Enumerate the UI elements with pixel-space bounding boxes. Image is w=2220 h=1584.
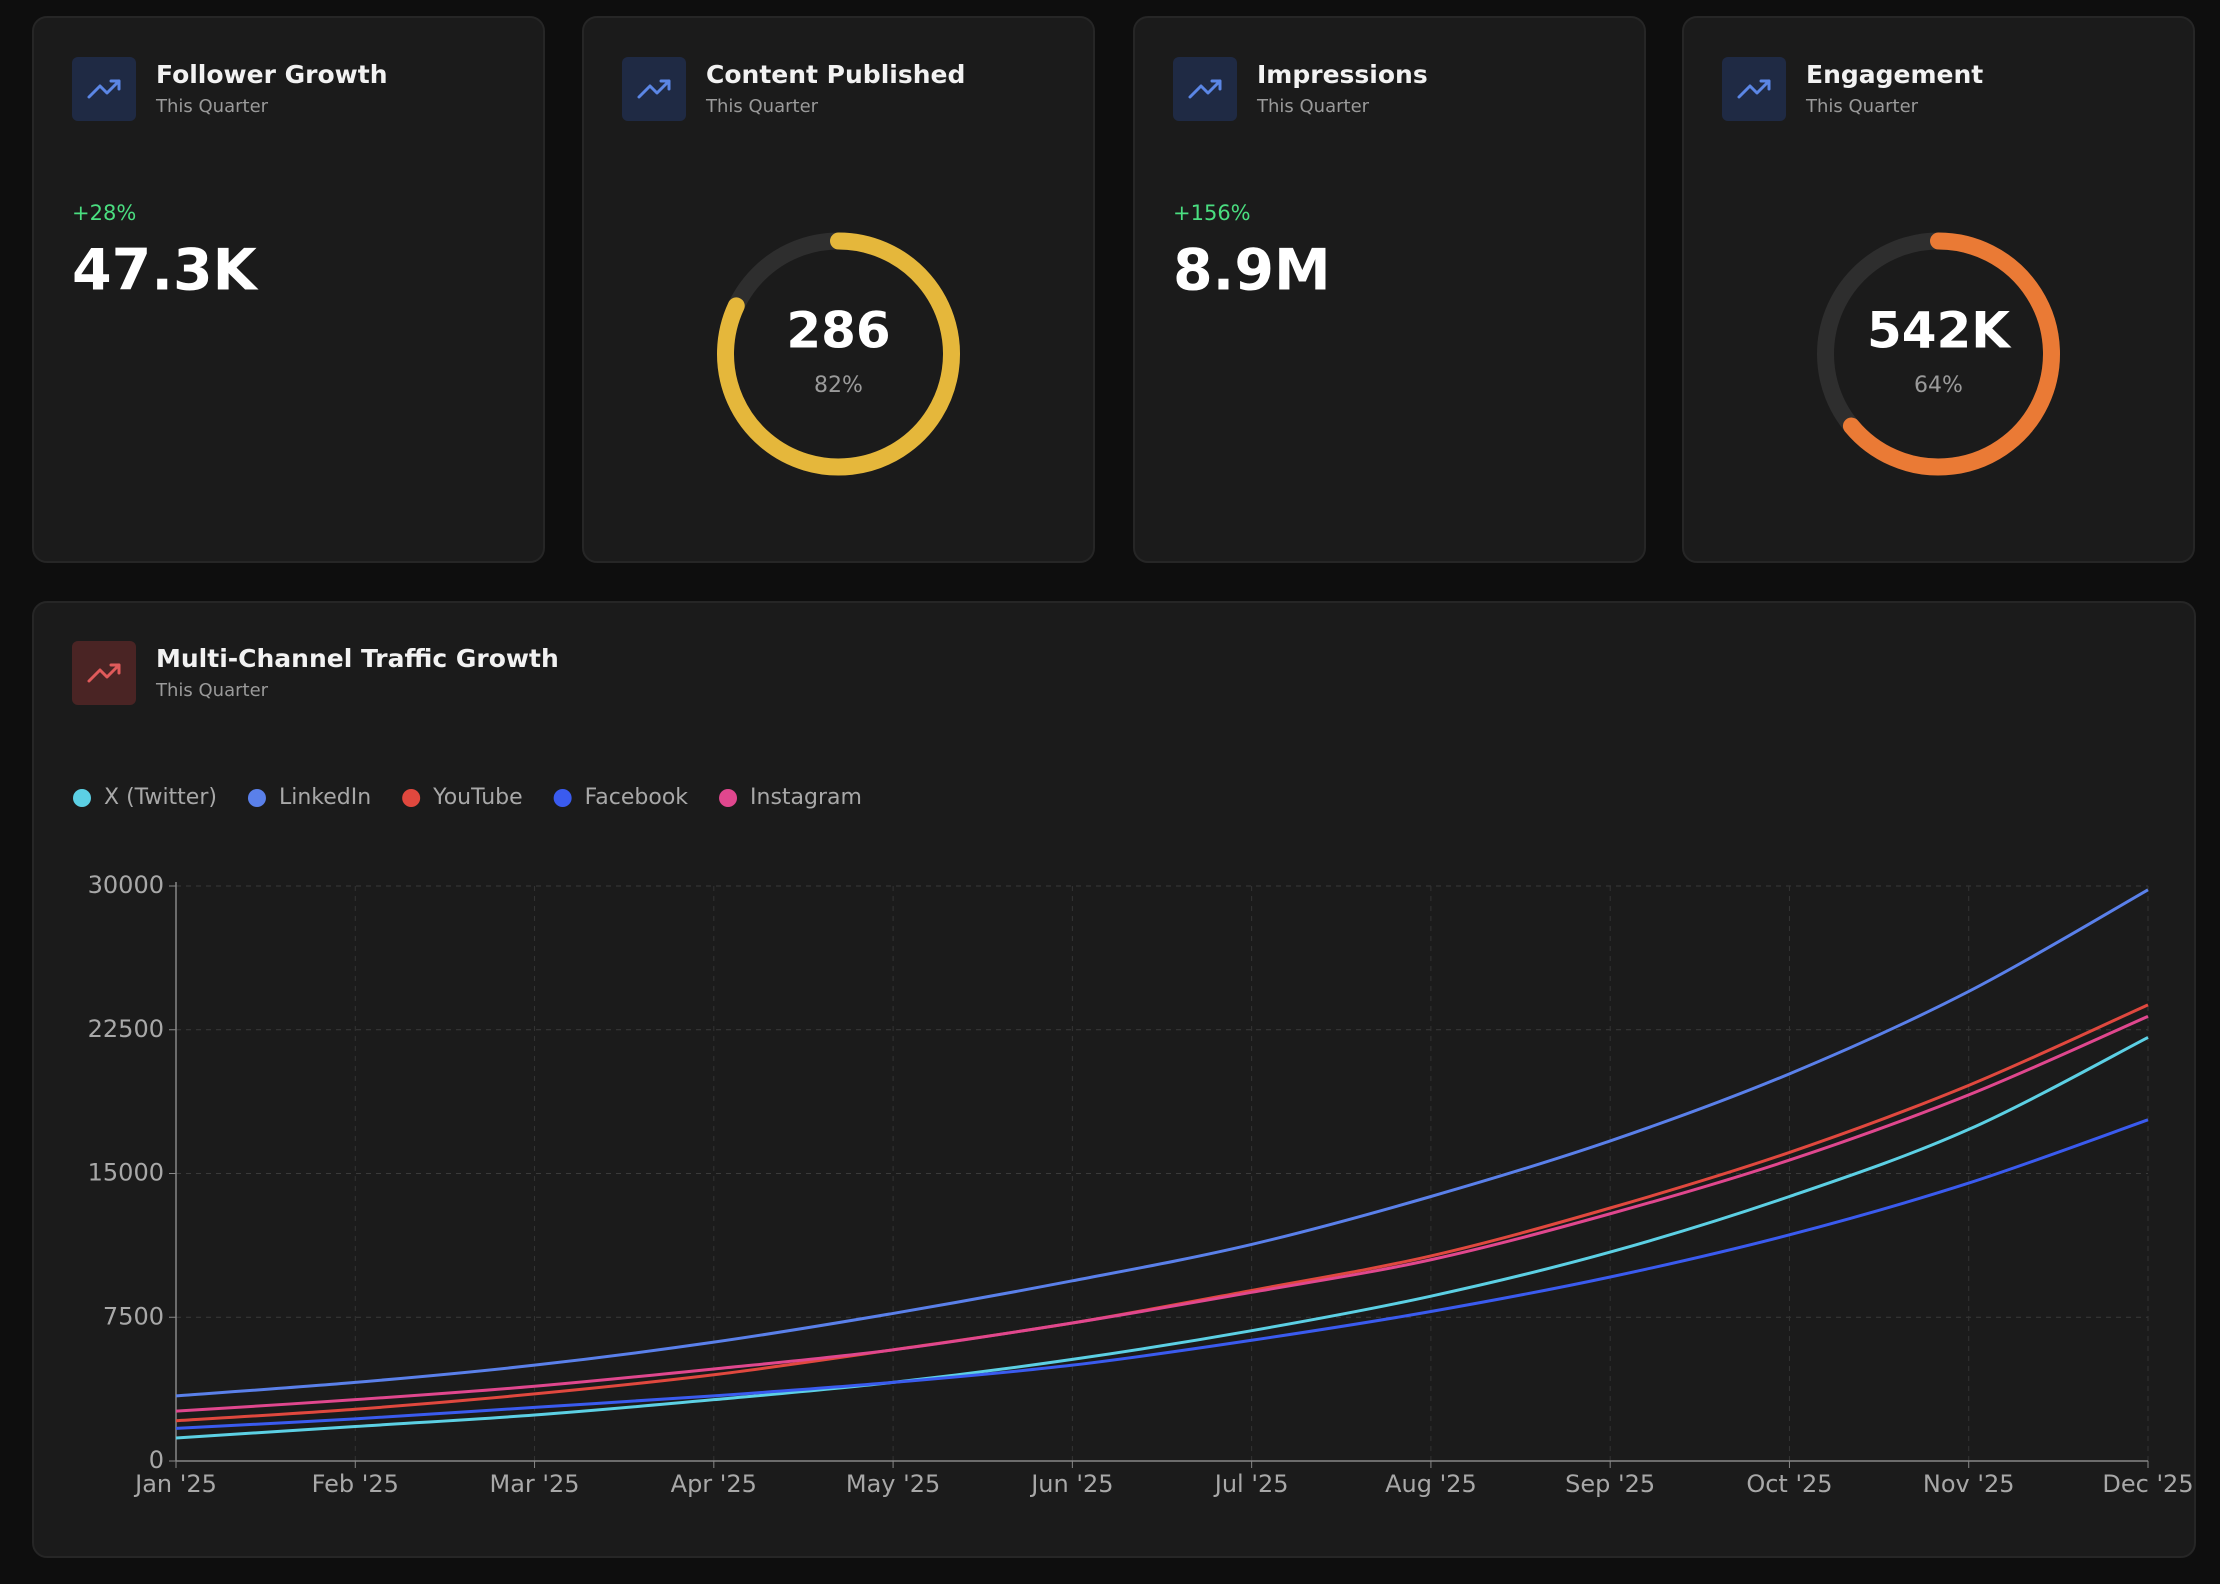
legend-dot bbox=[73, 789, 91, 807]
change: +156% bbox=[1173, 201, 1251, 225]
x-tick-label: Sep '25 bbox=[1565, 1470, 1655, 1498]
ring-percent: 64% bbox=[1914, 373, 1963, 398]
y-tick-label: 0 bbox=[149, 1446, 164, 1474]
legend-label: X (Twitter) bbox=[104, 785, 217, 810]
ring-progress bbox=[1842, 232, 2060, 476]
trend-icon bbox=[87, 663, 121, 683]
chart-card bbox=[32, 601, 2196, 1558]
legend-label: YouTube bbox=[432, 785, 522, 810]
card bbox=[32, 16, 545, 563]
trend-icon bbox=[87, 79, 121, 99]
legend-label: Instagram bbox=[750, 785, 862, 810]
card-title: Engagement bbox=[1806, 60, 1983, 89]
series-line bbox=[175, 1118, 2149, 1430]
card-subtitle: This Quarter bbox=[1256, 96, 1370, 117]
card-subtitle: This Quarter bbox=[1805, 96, 1919, 117]
series-line bbox=[175, 888, 2149, 1398]
x-tick-label: Apr '25 bbox=[671, 1470, 757, 1498]
ring-value: 286 bbox=[786, 302, 890, 360]
x-tick-label: May '25 bbox=[846, 1470, 940, 1498]
series-line bbox=[175, 1036, 2149, 1440]
chart-title: Multi-Channel Traffic Growth bbox=[156, 644, 559, 673]
legend-dot bbox=[719, 789, 738, 807]
x-tick-label: Aug '25 bbox=[1385, 1470, 1477, 1498]
card-subtitle: This Quarter bbox=[155, 96, 269, 117]
x-tick-label: Jun '25 bbox=[1029, 1470, 1113, 1498]
legend-dot bbox=[402, 789, 421, 807]
card-title: Impressions bbox=[1257, 60, 1428, 89]
card-title: Content Published bbox=[706, 60, 965, 89]
legend-dot bbox=[247, 789, 266, 807]
y-tick-label: 15000 bbox=[88, 1159, 164, 1187]
y-tick-label: 7500 bbox=[103, 1302, 164, 1330]
y-tick-label: 30000 bbox=[88, 871, 164, 899]
legend-label: LinkedIn bbox=[279, 785, 371, 810]
ring-progress bbox=[717, 232, 960, 476]
x-tick-label: Feb '25 bbox=[312, 1470, 399, 1498]
x-tick-label: Jan '25 bbox=[133, 1470, 217, 1498]
kpi-value: 47.3K bbox=[72, 238, 259, 304]
card bbox=[1133, 16, 1646, 563]
trend-icon bbox=[1737, 79, 1771, 99]
x-tick-label: Dec '25 bbox=[2102, 1470, 2193, 1498]
x-tick-label: Mar '25 bbox=[490, 1470, 580, 1498]
x-tick-label: Jul '25 bbox=[1213, 1470, 1289, 1498]
x-tick-label: Oct '25 bbox=[1746, 1470, 1832, 1498]
series-line bbox=[175, 1014, 2149, 1413]
chart-subtitle: This Quarter bbox=[155, 680, 269, 701]
ring-percent: 82% bbox=[814, 373, 863, 398]
y-tick-label: 22500 bbox=[88, 1015, 164, 1043]
card bbox=[1682, 16, 2195, 563]
trend-icon bbox=[1188, 79, 1222, 99]
change: +28% bbox=[72, 201, 136, 225]
card bbox=[582, 16, 1095, 563]
legend-label: Facebook bbox=[585, 785, 689, 810]
card-title: Follower Growth bbox=[156, 60, 388, 89]
card-subtitle: This Quarter bbox=[705, 96, 819, 117]
kpi-value: 8.9M bbox=[1173, 238, 1331, 304]
x-tick-label: Nov '25 bbox=[1923, 1470, 2015, 1498]
trend-icon bbox=[637, 79, 671, 99]
ring-value: 542K bbox=[1867, 302, 2012, 360]
legend-dot bbox=[553, 789, 572, 807]
